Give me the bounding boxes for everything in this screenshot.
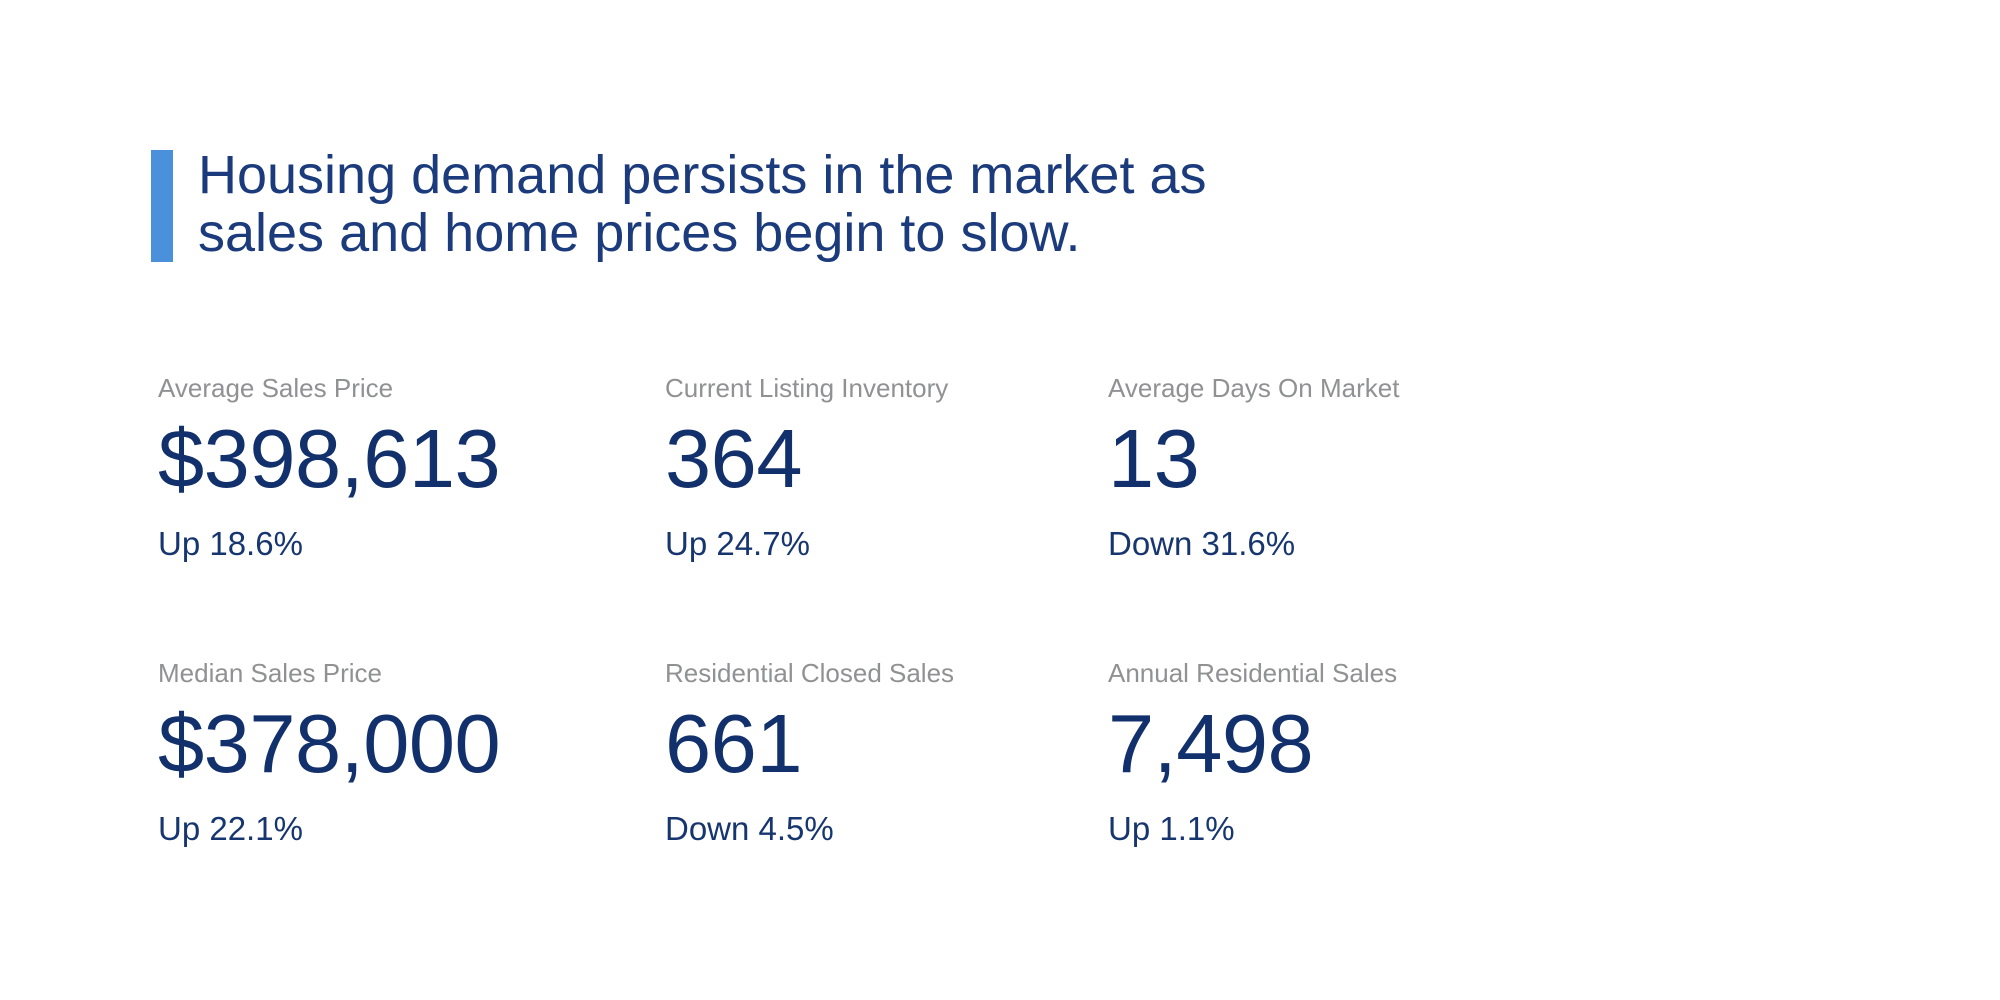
stat-card-average-days-on-market: Average Days On Market 13 Down 31.6% [1108,373,1748,658]
stat-value: $398,613 [158,412,501,505]
stat-label: Average Sales Price [158,373,394,403]
stat-card-median-sales-price: Median Sales Price $378,000 Up 22.1% [158,658,665,848]
stat-label: Annual Residential Sales [1108,658,1398,688]
stat-value: $378,000 [158,697,501,790]
page-title-line-2: sales and home prices begin to slow. [198,203,1081,263]
stat-change: Down 4.5% [665,810,834,847]
stat-card-average-sales-price: Average Sales Price $398,613 Up 18.6% [158,373,665,658]
stat-change: Up 1.1% [1108,810,1235,847]
stat-value: 7,498 [1108,697,1314,790]
stat-label: Current Listing Inventory [665,373,949,403]
stat-change: Up 22.1% [158,810,303,847]
stat-card-current-listing-inventory: Current Listing Inventory 364 Up 24.7% [665,373,1108,658]
stat-label: Average Days On Market [1108,373,1400,403]
stat-card-residential-closed-sales: Residential Closed Sales 661 Down 4.5% [665,658,1108,848]
accent-bar [151,150,173,262]
stats-grid: Average Sales Price $398,613 Up 18.6% Cu… [158,373,1748,848]
stat-label: Median Sales Price [158,658,382,688]
stat-value: 661 [665,697,802,790]
stat-change: Down 31.6% [1108,525,1296,562]
stat-card-annual-residential-sales: Annual Residential Sales 7,498 Up 1.1% [1108,658,1748,848]
page-title: Housing demand persists in the market as… [198,146,1207,262]
page-title-line-1: Housing demand persists in the market as [198,145,1207,205]
stat-label: Residential Closed Sales [665,658,955,688]
stat-value: 364 [665,412,802,505]
headline-block: Housing demand persists in the market as… [151,146,1207,262]
stat-value: 13 [1108,412,1200,505]
stat-change: Up 24.7% [665,525,810,562]
stat-change: Up 18.6% [158,525,303,562]
